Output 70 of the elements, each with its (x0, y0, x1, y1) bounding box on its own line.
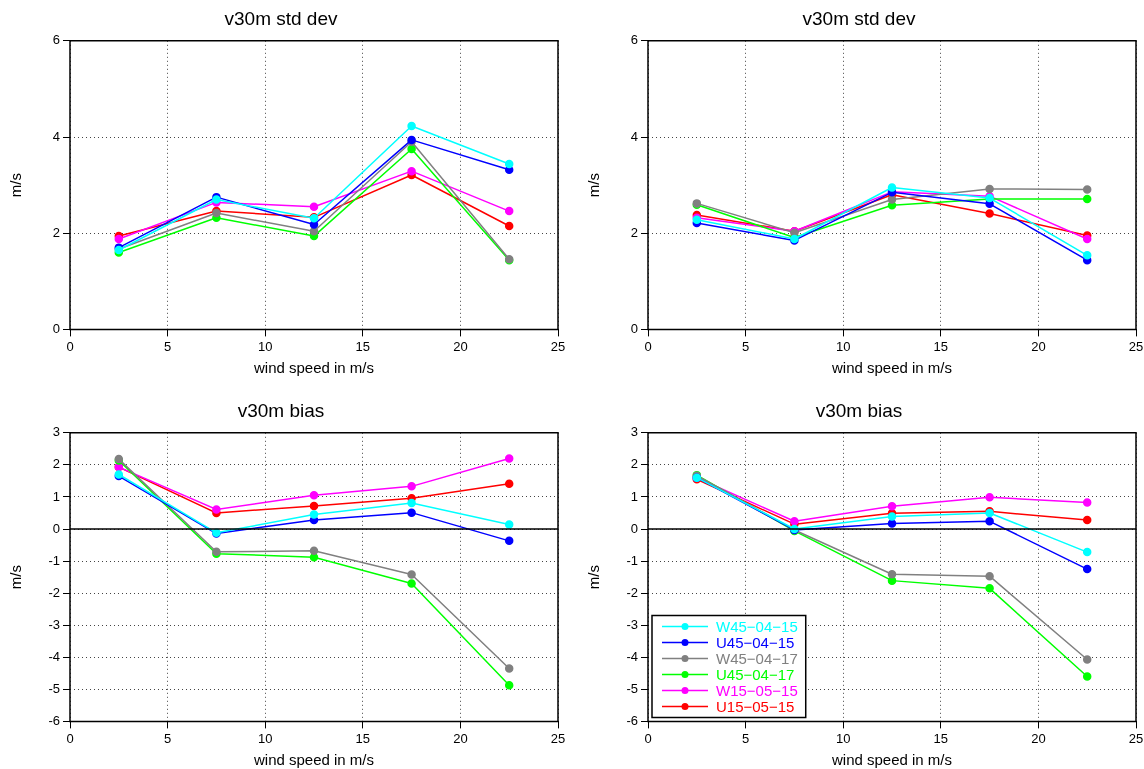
y-tick-label: 0 (52, 320, 60, 336)
y-tick-label: 4 (630, 128, 638, 144)
y-tick-label: -5 (48, 680, 60, 696)
y-tick-label: -5 (626, 680, 638, 696)
y-tick-label: 2 (52, 224, 60, 240)
legend-label: U45−04−15 (716, 633, 795, 651)
legend-label: U15−05−15 (716, 697, 795, 715)
chart-title: v30m std dev (224, 7, 338, 29)
x-tick-label: 15 (933, 338, 949, 354)
x-axis-title: wind speed in m/s (252, 359, 375, 377)
x-tick-label: 0 (66, 338, 74, 354)
legend-label: W45−04−17 (716, 649, 798, 667)
y-tick-label: -2 (48, 584, 60, 600)
y-tick-label: 0 (630, 320, 638, 336)
x-tick-label: 5 (741, 730, 750, 746)
x-tick-label: 25 (1128, 730, 1144, 746)
y-tick-label: 2 (630, 224, 638, 240)
y-tick-label: 0 (52, 520, 60, 536)
x-tick-label: 20 (1031, 730, 1046, 746)
y-tick-label: -4 (626, 648, 638, 664)
x-tick-label: 20 (453, 730, 468, 746)
x-tick-label: 15 (355, 730, 371, 746)
x-tick-label: 0 (66, 730, 74, 746)
legend-label: W45−04−15 (716, 617, 798, 635)
x-tick-label: 20 (1031, 338, 1046, 354)
x-tick-label: 10 (835, 730, 851, 746)
y-axis-title: m/s (7, 565, 25, 590)
y-tick-label: -6 (48, 712, 60, 728)
y-tick-label: -3 (626, 616, 638, 632)
y-axis-title: m/s (585, 565, 603, 590)
x-tick-label: 0 (644, 730, 652, 746)
y-tick-label: -2 (626, 584, 638, 600)
y-tick-label: -4 (48, 648, 60, 664)
legend-label: U45−04−17 (716, 665, 795, 683)
y-tick-label: 2 (52, 456, 60, 472)
x-tick-label: 25 (1128, 338, 1144, 354)
chart-title: v30m bias (237, 399, 325, 421)
y-tick-label: 2 (630, 456, 638, 472)
y-axis-title: m/s (7, 173, 25, 198)
chart-title: v30m std dev (802, 7, 916, 29)
x-axis-title: wind speed in m/s (830, 751, 953, 769)
x-tick-label: 25 (550, 338, 566, 354)
x-tick-label: 15 (355, 338, 371, 354)
y-tick-label: 3 (630, 424, 638, 440)
x-axis-title: wind speed in m/s (830, 359, 953, 377)
y-tick-label: 0 (630, 520, 638, 536)
x-tick-label: 10 (835, 338, 851, 354)
y-tick-label: -6 (626, 712, 638, 728)
x-tick-label: 25 (550, 730, 566, 746)
legend-label: W15−05−15 (716, 681, 798, 699)
x-tick-label: 5 (741, 338, 750, 354)
x-tick-label: 20 (453, 338, 468, 354)
x-axis-title: wind speed in m/s (252, 751, 375, 769)
y-tick-label: 1 (52, 488, 60, 504)
y-tick-label: 3 (52, 424, 60, 440)
x-tick-label: 10 (257, 730, 273, 746)
x-tick-label: 0 (644, 338, 652, 354)
y-tick-label: 4 (52, 128, 60, 144)
y-tick-label: 1 (630, 488, 638, 504)
x-tick-label: 5 (163, 730, 172, 746)
y-tick-label: -3 (48, 616, 60, 632)
x-tick-label: 5 (163, 338, 172, 354)
y-axis-title: m/s (585, 173, 603, 198)
x-tick-label: 15 (933, 730, 949, 746)
y-tick-label: 6 (630, 32, 638, 48)
y-tick-label: -1 (48, 552, 60, 568)
x-tick-label: 10 (257, 338, 273, 354)
y-tick-label: 6 (52, 32, 60, 48)
chart-title: v30m bias (815, 399, 903, 421)
y-tick-label: -1 (626, 552, 638, 568)
